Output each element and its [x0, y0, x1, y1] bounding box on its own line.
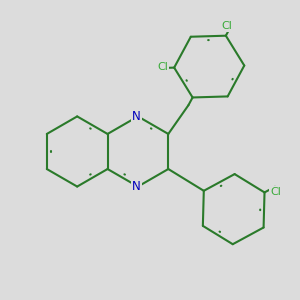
Text: Cl: Cl [158, 62, 168, 72]
Text: Cl: Cl [270, 187, 281, 196]
Text: N: N [132, 180, 141, 193]
Text: Cl: Cl [221, 21, 232, 31]
Text: N: N [132, 110, 141, 123]
